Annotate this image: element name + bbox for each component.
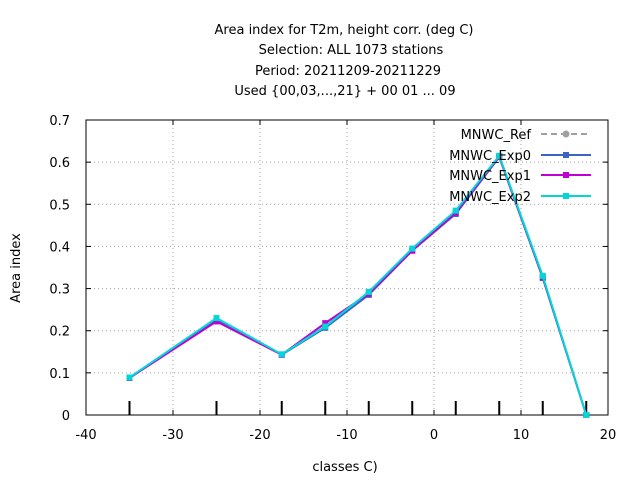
data-point [278,351,285,358]
data-point [365,288,372,295]
data-point [322,323,329,330]
y-tick-label: 0.4 [49,240,70,255]
y-tick-label: 0.6 [49,156,70,171]
series-layer [126,152,590,418]
x-tick-label: -20 [249,428,270,443]
chart-title-line-4: Used {00,03,...,21} + 00 01 ... 09 [234,84,455,99]
axis-ticks [85,119,609,416]
x-tick-label: -10 [336,428,357,443]
legend: MNWC_Ref MNWC_Exp0 MNWC_Exp1 MNWC_Exp2 [449,128,591,205]
x-tick-label: 0 [430,428,438,443]
x-tick-label: -40 [75,428,96,443]
legend-swatch-marker [563,193,569,199]
chart-title-line-2: Selection: ALL 1073 stations [259,43,444,58]
data-point [126,374,133,381]
y-tick-label: 0.1 [49,367,70,382]
legend-label: MNWC_Exp0 [449,149,531,164]
chart-title-line-1: Area index for T2m, height corr. (deg C) [215,23,474,38]
y-tick-label: 0.2 [49,325,70,340]
series-line [128,153,588,416]
data-point [452,207,459,214]
x-tick-label: 20 [600,428,617,443]
chart-title-line-3: Period: 20211209-20211229 [255,64,441,79]
legend-swatch-marker [563,172,569,178]
y-axis-label: Area index [9,233,24,303]
data-point [409,245,416,252]
axis-tick-labels: -40 -30 -20 -10 0 10 20 0 0.1 0.2 0.3 0.4 0.5 0.6 0.7 [49,114,616,443]
data-point [496,152,503,159]
data-point [213,318,220,325]
x-tick-label: 10 [513,428,530,443]
y-tick-label: 0.3 [49,283,70,298]
data-point [322,320,329,327]
chart-title-block: Area index for T2m, height corr. (deg C)… [215,23,474,99]
legend-swatch-marker [563,152,569,158]
x-axis-label: classes C) [312,460,377,475]
legend-swatch-marker [562,130,570,138]
y-tick-label: 0 [62,409,70,424]
grid-lines [86,120,608,415]
data-point [583,412,590,418]
data-point [213,315,220,322]
legend-label: MNWC_Exp2 [449,190,531,205]
legend-label: MNWC_Exp1 [449,169,531,184]
x-tick-label: -30 [162,428,183,443]
data-point [539,272,546,279]
series-mnwc-exp2 [126,152,590,418]
y-tick-label: 0.5 [49,198,70,213]
y-tick-label: 0.7 [49,114,70,129]
legend-label: MNWC_Ref [461,128,532,143]
